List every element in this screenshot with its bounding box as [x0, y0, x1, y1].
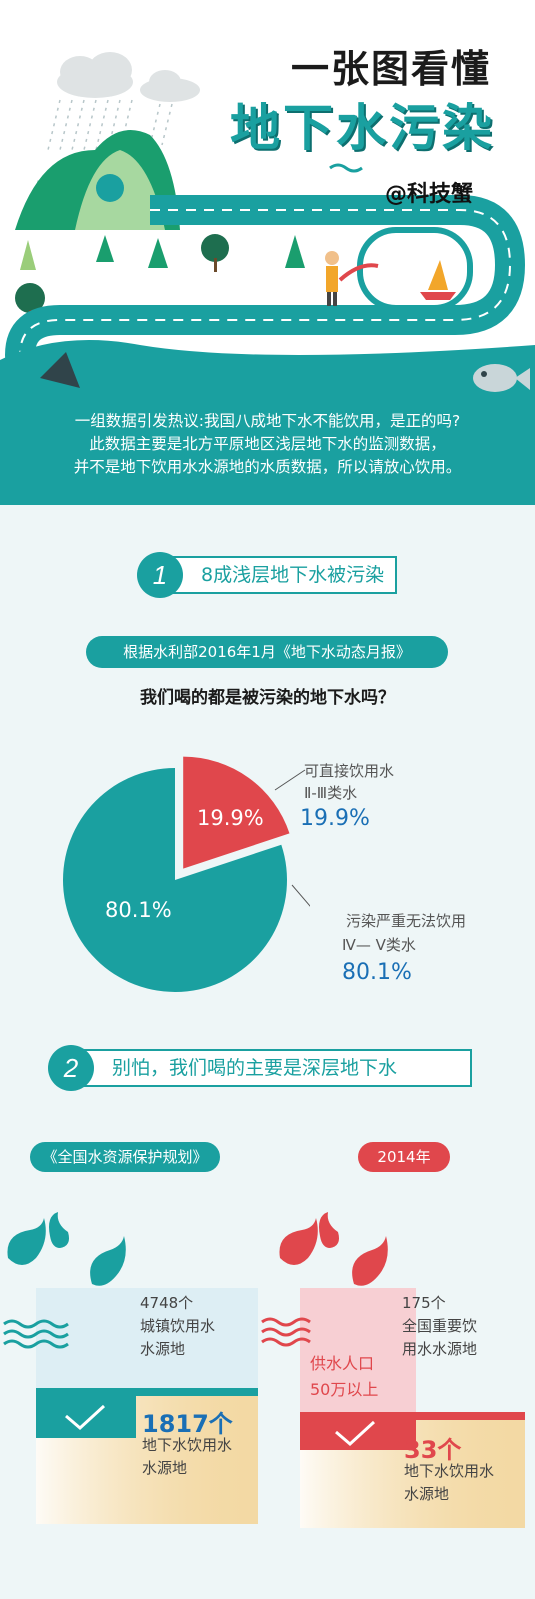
right-count-line1: 地下水饮用水	[404, 1462, 495, 1480]
right-total-line2: 全国重要饮	[402, 1317, 478, 1335]
legend-large-pct: 80.1%	[342, 960, 412, 985]
pie-slice-large	[63, 768, 288, 992]
intro-line: 一组数据引发热议:我国八成地下水不能饮用，是正的吗?	[74, 412, 461, 430]
water-drop-icon	[7, 1212, 126, 1286]
right-inner-line1: 供水人口	[310, 1354, 375, 1373]
fish-icon	[473, 364, 530, 392]
question-heading: 我们喝的都是被污染的地下水吗？	[140, 688, 395, 708]
page-title-line1: 一张图看懂	[290, 47, 491, 91]
check-box-left	[36, 1396, 136, 1438]
wave-icon	[3, 1319, 69, 1349]
section-2-title: 别怕，我们喝的主要是深层地下水	[82, 1049, 472, 1087]
intro-text: 一组数据引发热议:我国八成地下水不能饮用，是正的吗? 此数据主要是北方平原地区浅…	[0, 410, 535, 479]
tree-icon	[28, 170, 305, 268]
legend-large-line2: Ⅳ— Ⅴ类水	[342, 936, 416, 954]
left-count-line2: 水源地	[142, 1459, 188, 1477]
intro-line: 此数据主要是北方平原地区浅层地下水的监测数据，	[89, 435, 446, 453]
legend-large-line1: 污染严重无法饮用	[346, 912, 467, 930]
check-icon	[335, 1420, 376, 1447]
page-title-line2: 地下水污染	[230, 99, 495, 157]
pie-label-small: 19.9%	[197, 806, 264, 830]
right-total-line1: 175个	[402, 1294, 446, 1312]
right-total-line3: 用水水源地	[402, 1340, 478, 1358]
person-icon	[325, 251, 379, 306]
right-infographic	[261, 1212, 525, 1528]
hero-illustration	[0, 52, 535, 505]
year-tag: 2014年	[358, 1142, 450, 1172]
left-total-line2: 城镇饮用水	[140, 1317, 216, 1335]
wave-icon	[261, 1317, 311, 1347]
author-label: @科技蟹	[384, 182, 473, 207]
legend-small-line2: Ⅱ-Ⅲ类水	[304, 784, 358, 802]
cloud-icon	[57, 52, 200, 102]
left-count: 1817个	[142, 1410, 233, 1438]
left-count-line1: 地下水饮用水	[142, 1436, 233, 1454]
intro-line: 并不是地下饮用水水源地的水质数据，所以请放心饮用。	[73, 458, 462, 476]
pie-chart	[63, 756, 310, 992]
section-2-number: 2	[48, 1045, 94, 1091]
shark-fin-icon	[40, 352, 80, 388]
section-2-header: 别怕，我们喝的主要是深层地下水 2	[48, 1045, 478, 1091]
legend-small-line1: 可直接饮用水	[304, 762, 395, 780]
left-total-line1: 4748个	[140, 1294, 194, 1312]
pie-label-large: 80.1%	[105, 898, 172, 922]
legend-small-pct: 19.9%	[300, 806, 370, 831]
source-pill: 根据水利部2016年1月《地下水动态月报》	[86, 636, 448, 668]
left-total-line3: 水源地	[140, 1340, 186, 1358]
section-1-title: 8成浅层地下水被污染	[171, 556, 397, 594]
right-inner-line2: 50万以上	[310, 1380, 379, 1399]
pie-slice-small	[183, 756, 290, 869]
right-count-line2: 水源地	[404, 1485, 450, 1503]
water-drop-icon	[279, 1212, 388, 1286]
left-infographic	[3, 1212, 258, 1524]
plan-tag: 《全国水资源保护规划》	[30, 1142, 220, 1172]
section-1-header: 8成浅层地下水被污染 1	[137, 552, 397, 598]
hero-banner: 一张图看懂 地下水污染 @科技蟹 一组数据引发热议:我国八成地下水不能饮用，是正…	[0, 0, 535, 505]
sailboat-icon	[428, 260, 448, 290]
right-count: 33个	[404, 1436, 462, 1464]
check-icon	[65, 1404, 106, 1431]
section-1-number: 1	[137, 552, 183, 598]
